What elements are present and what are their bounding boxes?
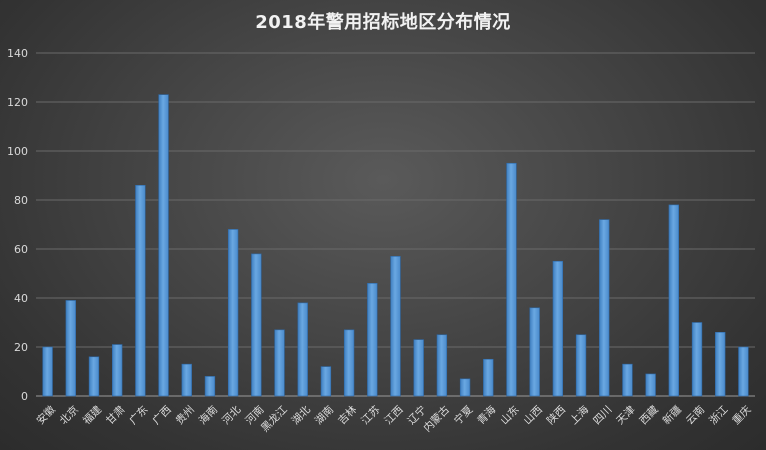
- bar: [227, 229, 239, 397]
- bar: [459, 378, 471, 397]
- bar: [158, 94, 169, 397]
- x-tick-label: 海南: [196, 403, 220, 427]
- bar: [42, 346, 53, 397]
- bar: [320, 366, 332, 397]
- bar: [715, 331, 726, 397]
- y-tick-label: 140: [7, 47, 28, 60]
- bar: [599, 219, 610, 397]
- bar: [204, 376, 216, 397]
- bar: [691, 322, 703, 397]
- bar: [668, 204, 679, 397]
- bar: [483, 358, 494, 397]
- x-tick-label: 重庆: [730, 403, 754, 427]
- x-tick-label: 广东: [127, 403, 151, 427]
- y-tick-label: 60: [14, 243, 28, 256]
- bar: [181, 363, 192, 397]
- y-tick-label: 0: [21, 390, 28, 403]
- x-tick-label: 西藏: [638, 403, 662, 427]
- bar: [575, 334, 587, 397]
- bar: [506, 162, 517, 397]
- x-tick-label: 河北: [220, 403, 244, 427]
- bar: [251, 253, 262, 397]
- x-tick-label: 吉林: [335, 403, 359, 427]
- x-tick-label: 江苏: [358, 403, 382, 427]
- x-tick-label: 安徽: [34, 403, 58, 427]
- x-tick-label: 宁夏: [451, 403, 475, 427]
- x-tick-label: 天津: [614, 403, 638, 427]
- x-tick-label: 黑龙江: [258, 403, 290, 435]
- x-tick-label: 贵州: [173, 403, 197, 427]
- bar: [436, 334, 448, 397]
- x-tick-label: 内蒙古: [421, 403, 452, 434]
- y-tick-label: 20: [14, 341, 28, 354]
- x-tick-label: 北京: [57, 403, 81, 427]
- bar: [738, 346, 749, 397]
- bar: [135, 185, 146, 397]
- bar: [343, 329, 355, 397]
- y-axis-ticks: 0 20 40 60 80 100 120 140: [7, 47, 28, 403]
- bar: [390, 256, 401, 397]
- x-tick-label: 广西: [150, 404, 173, 427]
- bar: [112, 344, 123, 397]
- bar: [88, 356, 100, 397]
- x-tick-label: 新疆: [660, 403, 684, 427]
- x-tick-label: 福建: [80, 403, 104, 427]
- x-tick-label: 四川: [591, 404, 614, 427]
- x-tick-label: 上海: [567, 403, 591, 427]
- x-tick-label: 浙江: [707, 403, 731, 427]
- x-tick-label: 云南: [683, 403, 707, 427]
- bar: [65, 300, 76, 397]
- x-tick-label: 湖北: [290, 403, 314, 427]
- x-tick-label: 陕西: [544, 403, 568, 427]
- bar: [274, 329, 285, 397]
- bar: [645, 373, 656, 397]
- y-tick-label: 80: [14, 194, 28, 207]
- x-tick-label: 甘肃: [103, 403, 127, 427]
- bar: [297, 302, 308, 397]
- x-tick-label: 山西: [522, 404, 545, 427]
- x-tick-label: 山东: [498, 403, 522, 427]
- bar: [552, 260, 564, 397]
- x-tick-label: 湖南: [312, 403, 336, 427]
- y-tick-label: 100: [7, 145, 28, 158]
- bars: [42, 94, 749, 397]
- bar: [529, 307, 540, 397]
- bar: [622, 363, 633, 397]
- x-tick-label: 江西: [382, 404, 405, 427]
- chart-title: 2018年警用招标地区分布情况: [255, 12, 511, 33]
- bar: [367, 282, 378, 397]
- bar: [413, 339, 424, 397]
- x-tick-label: 青海: [474, 403, 498, 427]
- y-tick-label: 120: [7, 96, 28, 109]
- y-tick-label: 40: [14, 292, 28, 305]
